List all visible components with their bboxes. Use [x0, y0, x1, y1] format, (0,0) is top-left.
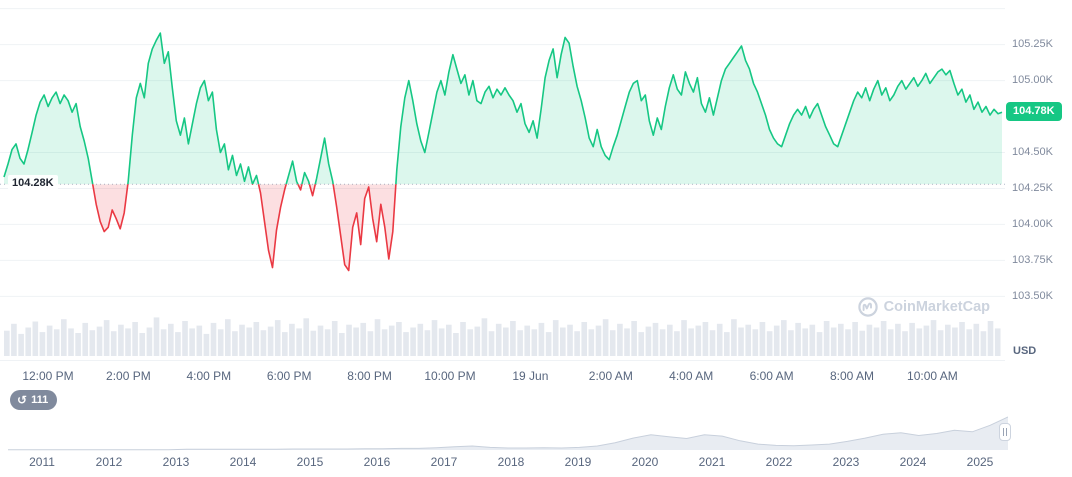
- year-axis-label: 2019: [564, 455, 592, 469]
- usd-axis-label: USD: [1013, 345, 1037, 357]
- year-axis-label: 2024: [899, 455, 927, 469]
- watermark-text: CoinMarketCap: [883, 299, 990, 315]
- year-axis-label: 2023: [832, 455, 860, 469]
- time-axis-label: 2:00 PM: [106, 369, 151, 383]
- time-axis-label: 6:00 AM: [749, 369, 794, 383]
- price-axis-tick: 103.50K: [1012, 289, 1053, 302]
- year-axis-label: 2016: [363, 455, 391, 469]
- time-axis-label: 2:00 AM: [588, 369, 633, 383]
- year-axis-label: 2025: [966, 455, 994, 469]
- timeline-line: [8, 416, 1008, 451]
- time-axis-label: 10:00 PM: [424, 369, 476, 383]
- price-axis-tick: 103.75K: [1012, 253, 1053, 266]
- current-price-badge: 104.78K: [1006, 102, 1062, 122]
- time-axis-label: 8:00 PM: [347, 369, 392, 383]
- price-chart[interactable]: [0, 0, 1005, 360]
- time-axis-label: 12:00 PM: [22, 369, 74, 383]
- time-axis-label: 4:00 AM: [669, 369, 714, 383]
- price-area-up: [4, 33, 1002, 185]
- price-axis-tick: 104.25K: [1012, 181, 1053, 194]
- price-area-down: [4, 184, 1002, 271]
- year-axis-label: 2012: [95, 455, 123, 469]
- time-axis-label: 10:00 AM: [907, 369, 958, 383]
- price-axis-tick: 104.50K: [1012, 146, 1053, 158]
- year-axis-label: 2018: [497, 455, 525, 469]
- time-axis: 12:00 PM 2:00 PM 4:00 PM 6:00 PM 8:00 PM 10:0…: [0, 360, 1005, 386]
- timeline-navigator[interactable]: [8, 412, 1008, 452]
- price-axis: 105.25K 105.00K 104.50K 104.25K 104.00K 103.7…: [1005, 0, 1072, 360]
- year-axis: 2011 2012 2013 2014 2015 2016 2017 2018 2019 2020…: [8, 455, 1018, 475]
- year-axis-label: 2020: [631, 455, 659, 469]
- timeline-mini-chart[interactable]: [8, 412, 1008, 452]
- time-axis-label: 6:00 PM: [266, 369, 312, 383]
- year-axis-label: 2013: [162, 455, 190, 469]
- history-count: 111: [31, 394, 49, 406]
- year-axis-label: 2017: [430, 455, 458, 469]
- coinmarketcap-watermark: CoinMarketCap: [857, 297, 990, 317]
- time-axis-label: 19 Jun: [512, 369, 549, 383]
- history-icon: ↺: [17, 393, 28, 407]
- history-count-badge[interactable]: ↺ 111: [10, 390, 58, 410]
- timeline-area: [8, 417, 1008, 450]
- coinmarketcap-logo-icon: [857, 297, 878, 317]
- year-axis-label: 2015: [296, 455, 324, 469]
- timeline-scrub-handle[interactable]: [999, 423, 1011, 441]
- year-axis-label: 2022: [765, 455, 793, 469]
- price-axis-tick: 105.25K: [1012, 38, 1053, 51]
- time-axis-label: 8:00 AM: [829, 369, 875, 383]
- price-axis-tick: 105.00K: [1012, 74, 1053, 87]
- price-line-up: [3, 32, 1003, 185]
- price-axis-tick: 104.00K: [1012, 217, 1053, 230]
- year-axis-label: 2011: [29, 455, 55, 469]
- volume-bars: [4, 317, 1001, 356]
- time-axis-label: 4:00 PM: [186, 369, 232, 383]
- year-axis-label: 2014: [229, 455, 257, 469]
- year-axis-label: 2021: [698, 455, 726, 469]
- baseline-price-label: 104.28K: [8, 175, 58, 192]
